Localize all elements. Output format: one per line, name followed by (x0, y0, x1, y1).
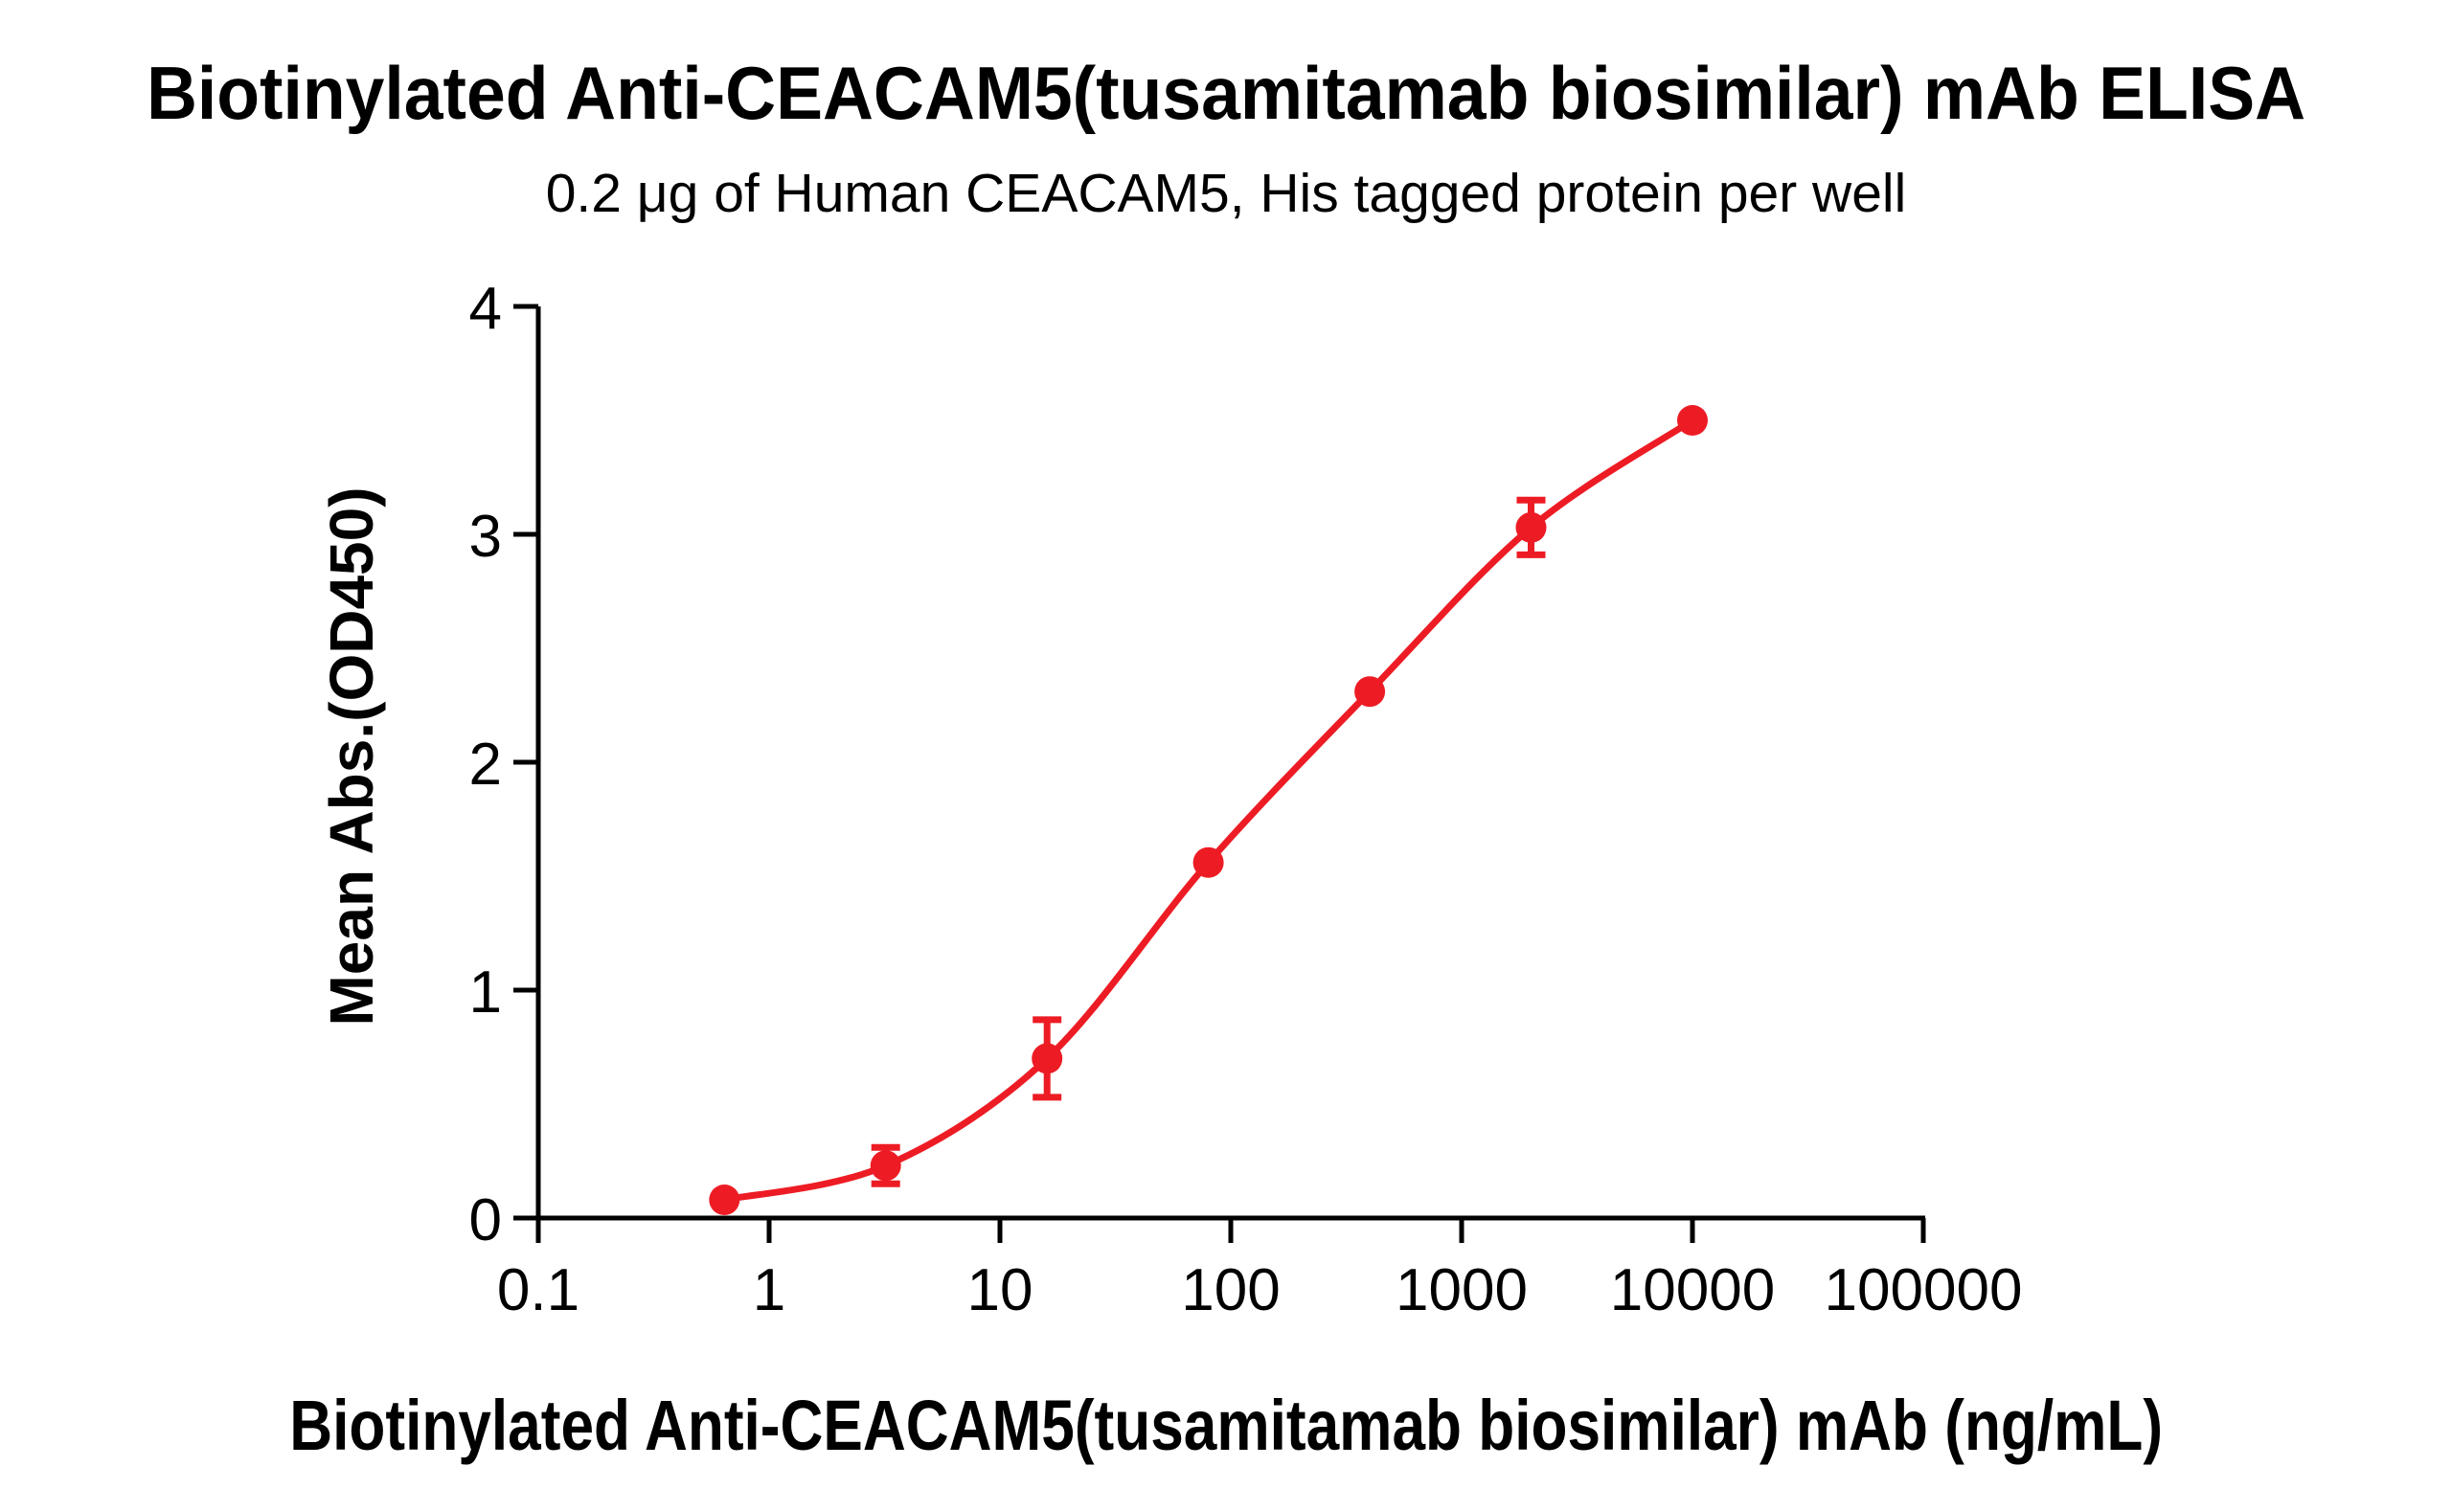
chart-title: Biotinylated Anti-CEACAM5(tusamitamab bi… (0, 52, 2452, 134)
y-tick-label: 1 (469, 959, 502, 1026)
data-point (1677, 405, 1708, 436)
data-point (870, 1150, 901, 1182)
data-point (1354, 676, 1386, 708)
x-tick-label: 0.1 (497, 1257, 579, 1323)
y-tick-label: 0 (469, 1187, 502, 1253)
data-point (709, 1185, 740, 1215)
data-point (1032, 1043, 1063, 1074)
x-tick-label: 100000 (1825, 1257, 2023, 1323)
x-tick-label: 1000 (1396, 1257, 1528, 1323)
x-tick-label: 10000 (1610, 1257, 1775, 1323)
data-point (1192, 846, 1224, 878)
x-tick-label: 10 (967, 1257, 1033, 1323)
chart-title-text: Biotinylated Anti-CEACAM5(tusamitamab bi… (146, 51, 2306, 135)
fit-curve (720, 417, 1696, 1204)
x-tick-label: 100 (1181, 1257, 1280, 1323)
x-tick-label: 1 (753, 1257, 785, 1323)
y-tick-label: 3 (469, 504, 502, 570)
y-tick-label: 4 (469, 276, 502, 342)
x-axis-title: Biotinylated Anti-CEACAM5(tusamitamab bi… (0, 1387, 2452, 1465)
x-axis-title-text: Biotinylated Anti-CEACAM5(tusamitamab bi… (289, 1386, 2163, 1465)
chart-subtitle: 0.2 μg of Human CEACAM5, His tagged prot… (545, 163, 1907, 224)
data-point (1515, 511, 1547, 543)
y-tick-label: 2 (469, 732, 502, 798)
